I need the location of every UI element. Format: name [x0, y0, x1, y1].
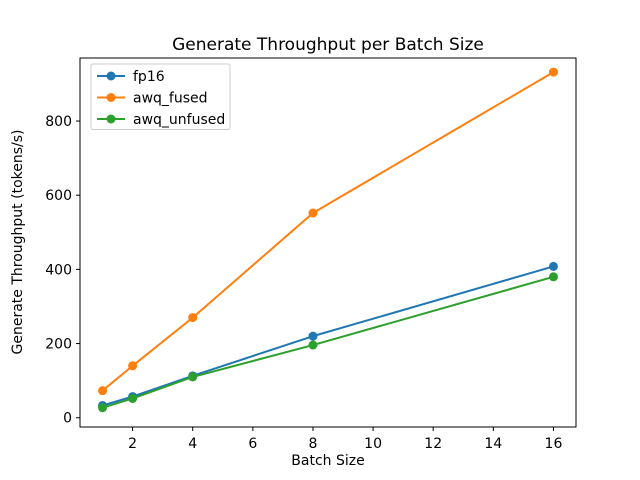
x-tick-label: 6 [248, 436, 257, 452]
legend: fp16 awq_fused awq_unfused [90, 63, 231, 130]
data-point-awq_fused-x2 [128, 361, 138, 371]
data-point-awq_unfused-x2 [128, 393, 138, 403]
x-tick-label: 2 [128, 436, 137, 452]
data-point-awq_fused-x4 [188, 313, 198, 323]
legend-label-awq_fused: awq_fused [133, 91, 208, 107]
legend-label-fp16: fp16 [133, 69, 165, 85]
data-point-fp16-x8 [308, 331, 318, 341]
data-point-fp16-x16 [548, 261, 558, 271]
y-axis-label: Generate Throughput (tokens/s) [10, 130, 26, 355]
legend-marker-awq_unfused [106, 114, 116, 124]
y-tick-label: 200 [45, 337, 72, 353]
x-tick-label: 14 [484, 436, 502, 452]
y-tick-label: 0 [63, 411, 72, 427]
data-point-awq_unfused-x4 [188, 372, 198, 382]
axes-layer: 2 4 6 8 10 12 14 16 0 200 400 600 800 [45, 57, 577, 452]
x-tick-label: 16 [545, 436, 563, 452]
data-point-awq_unfused-x8 [308, 340, 318, 350]
x-tick-label: 12 [424, 436, 442, 452]
chart-title: Generate Throughput per Batch Size [172, 35, 484, 55]
x-tick-label: 8 [309, 436, 318, 452]
x-axis-label: Batch Size [291, 453, 364, 469]
plot-spines [79, 57, 577, 428]
y-tick-label: 400 [45, 262, 72, 278]
x-tick-label: 4 [188, 436, 197, 452]
y-tick-label: 800 [45, 114, 72, 130]
y-tick-label: 600 [45, 188, 72, 204]
legend-marker-fp16 [106, 71, 116, 81]
legend-frame [90, 63, 231, 130]
data-point-awq_fused-x16 [548, 67, 558, 77]
legend-marker-awq_fused [106, 93, 116, 102]
data-point-awq_unfused-x16 [548, 272, 558, 282]
series-line-awq_unfused [101, 275, 555, 409]
series-layer [98, 67, 558, 413]
x-tick-label: 10 [364, 436, 382, 452]
data-point-awq_fused-x8 [308, 208, 318, 218]
legend-label-awq_unfused: awq_unfused [133, 112, 225, 128]
data-point-awq_fused-x1 [98, 386, 108, 396]
data-point-awq_unfused-x1 [98, 403, 108, 413]
